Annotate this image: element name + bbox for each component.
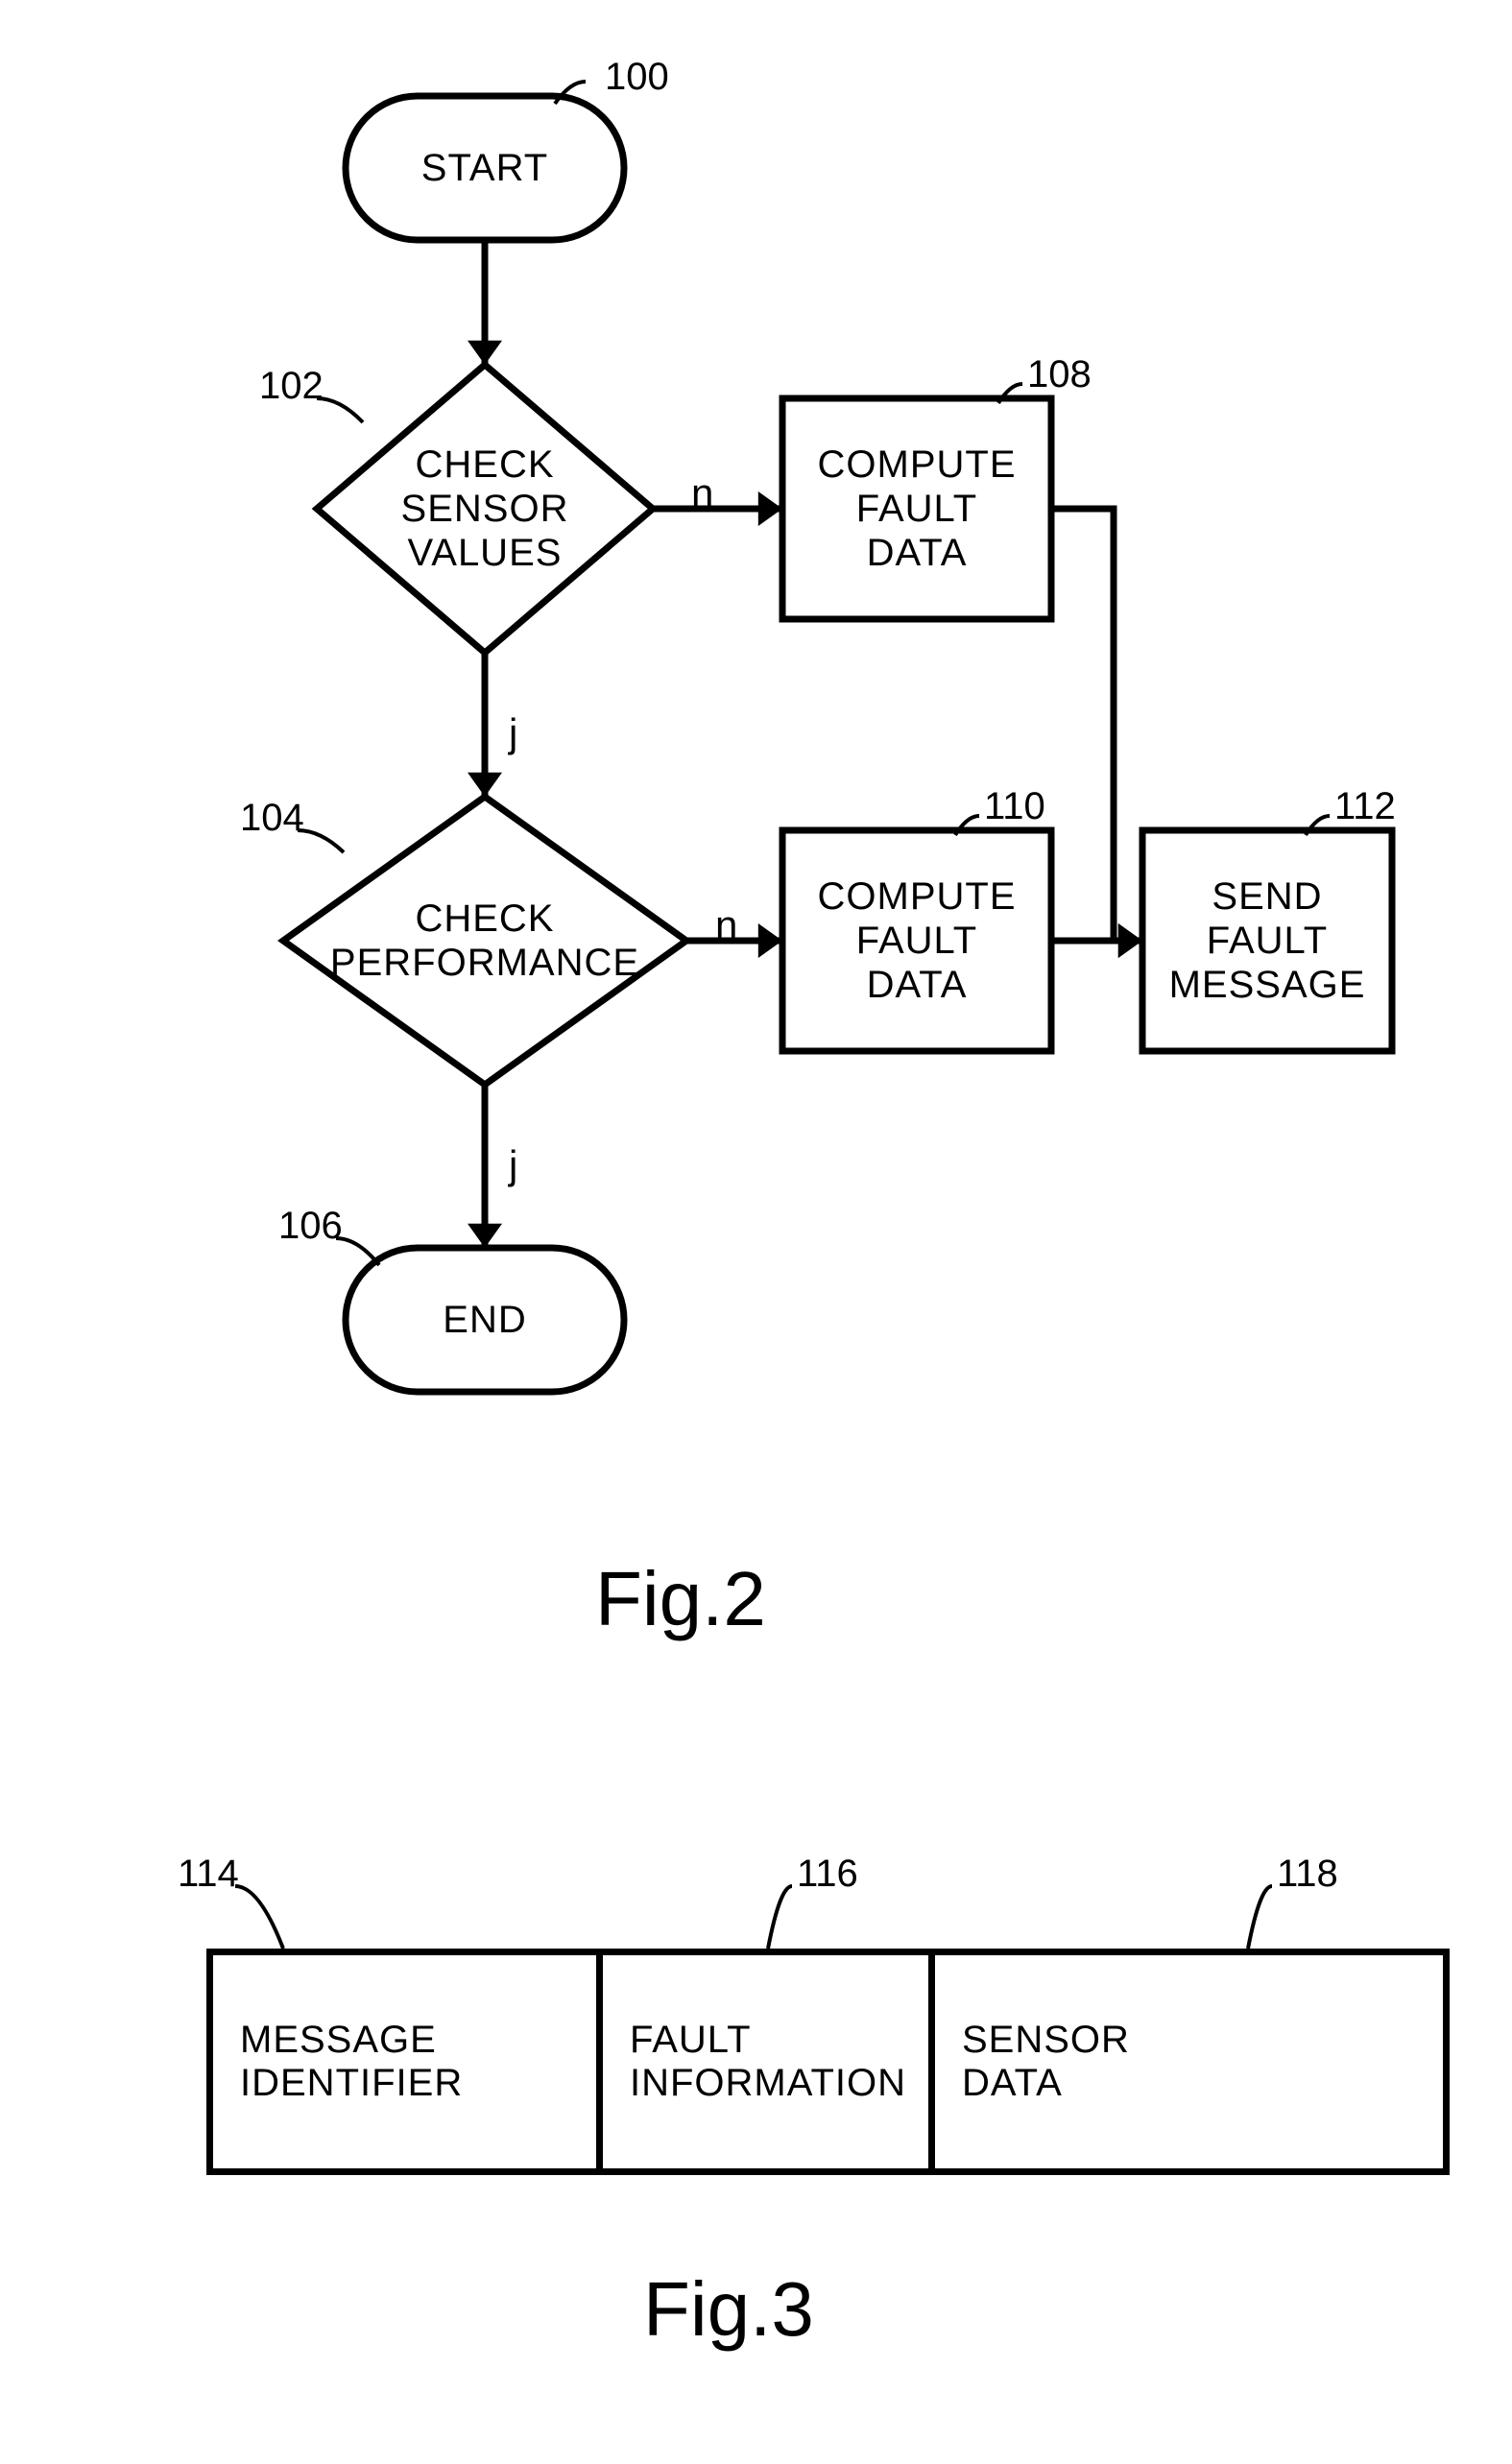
node-n102-label: CHECK SENSOR VALUES bbox=[334, 394, 636, 624]
fig3-ref-1: 116 bbox=[797, 1853, 858, 1896]
node-n108-label: COMPUTE FAULT DATA bbox=[796, 420, 1038, 597]
ref-n108: 108 bbox=[1027, 353, 1092, 396]
node-n110-label: COMPUTE FAULT DATA bbox=[796, 852, 1038, 1029]
edge-label-1: j bbox=[509, 710, 517, 756]
node-n112-label: SEND FAULT MESSAGE bbox=[1155, 852, 1380, 1029]
node-n104-label: CHECK PERFORMANCE bbox=[303, 825, 666, 1056]
fig3-leaders-svg bbox=[0, 0, 1512, 2464]
node-start-label: START bbox=[360, 110, 611, 226]
node-end-label: END bbox=[360, 1262, 611, 1377]
edge-label-4: n bbox=[715, 902, 737, 948]
ref-end: 106 bbox=[278, 1205, 343, 1248]
ref-n104: 104 bbox=[240, 797, 304, 840]
edge-label-2: j bbox=[509, 1142, 517, 1188]
ref-start: 100 bbox=[605, 56, 669, 99]
ref-n110: 110 bbox=[984, 785, 1045, 828]
edge-label-3: n bbox=[691, 470, 713, 516]
fig3-ref-2: 118 bbox=[1277, 1853, 1338, 1896]
ref-n102: 102 bbox=[259, 365, 324, 408]
fig3-caption: Fig.3 bbox=[643, 2265, 814, 2354]
ref-n112: 112 bbox=[1334, 785, 1396, 828]
stage: Fig.2 MESSAGE IDENTIFIERFAULT INFORMATIO… bbox=[0, 0, 1512, 2464]
fig3-ref-0: 114 bbox=[178, 1853, 239, 1896]
